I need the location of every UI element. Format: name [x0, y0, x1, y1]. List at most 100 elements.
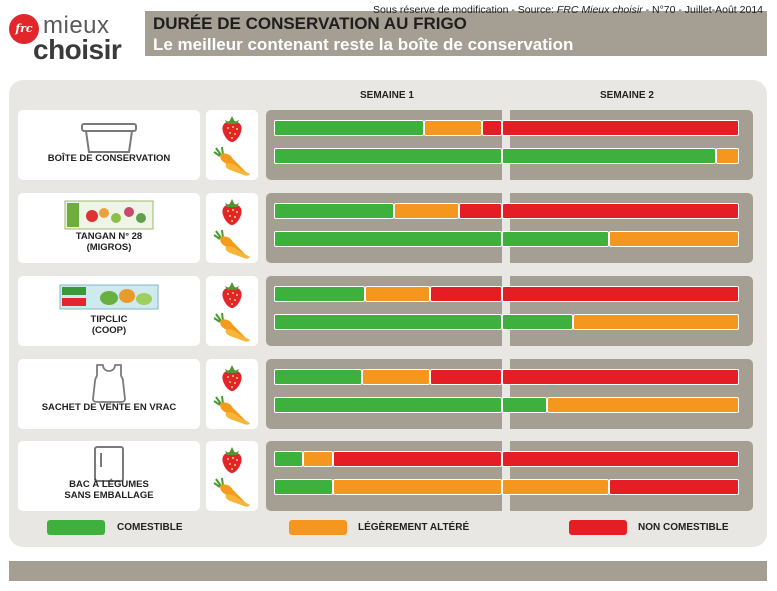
bar-segment-comestible	[274, 397, 502, 413]
bar-segment-altere	[394, 203, 460, 219]
container-icon-wrap	[79, 120, 139, 161]
bar-segment-comestible	[274, 286, 365, 302]
bar-segment-comestible	[274, 231, 502, 247]
week-2-label: SEMAINE 2	[600, 90, 654, 101]
bar-segment-altere	[365, 286, 430, 302]
container-card: TANGAN N° 28 (MIGROS)	[18, 193, 200, 263]
fruit-icon-wrap	[219, 196, 245, 231]
container-icon-wrap	[64, 200, 154, 235]
source-suffix: - N°70 - Juillet-Août 2014	[642, 4, 763, 16]
strawberry-icon	[222, 282, 242, 308]
tangan-bag-icon	[64, 200, 154, 230]
container-name-line: (MIGROS)	[86, 242, 132, 253]
container-name: SACHET DE VENTE EN VRAC	[18, 402, 200, 413]
container-name-line: BAC À LÉGUMES	[69, 479, 149, 490]
bar-segment-comestible	[501, 397, 548, 413]
bar-segment-altere	[547, 397, 739, 413]
week-separator	[502, 441, 510, 511]
container-icon-wrap	[93, 445, 125, 488]
footer-band	[9, 561, 767, 581]
carrot-icon	[213, 146, 250, 176]
carrot-icon	[213, 229, 250, 259]
week-separator	[502, 193, 510, 263]
bar-segment-altere	[361, 369, 430, 385]
bar-segment-non_comestible	[501, 203, 739, 219]
bar-segment-altere	[609, 231, 739, 247]
food-card	[206, 441, 258, 511]
bar-segment-non_comestible	[501, 120, 739, 136]
container-icon-wrap	[89, 363, 129, 408]
container-name: BOÎTE DE CONSERVATION	[18, 153, 200, 164]
food-card	[206, 110, 258, 180]
fridge-icon	[94, 446, 124, 482]
bar-segment-altere	[423, 120, 482, 136]
container-name-line: BOÎTE DE CONSERVATION	[47, 153, 171, 164]
logo-badge: frc	[9, 14, 39, 44]
container-name-line: (COOP)	[91, 325, 127, 336]
bar-segment-non_comestible	[501, 451, 739, 467]
week-separator	[502, 359, 510, 429]
strawberry-icon	[222, 199, 242, 225]
bar-segment-comestible	[274, 451, 304, 467]
vegetable-icon-wrap	[212, 477, 252, 512]
bar-segment-non_comestible	[459, 203, 502, 219]
fruit-icon-wrap	[219, 444, 245, 479]
carrot-icon	[213, 477, 250, 507]
title-band	[145, 11, 767, 56]
bar-segment-altere	[573, 314, 739, 330]
logo-line-2: choisir	[33, 34, 122, 65]
bar-segment-non_comestible	[430, 369, 502, 385]
legend-label-comestible: COMESTIBLE	[117, 522, 183, 533]
bar-segment-altere	[332, 479, 502, 495]
plastic-bag-icon	[92, 364, 126, 403]
bar-segment-comestible	[501, 314, 574, 330]
food-card	[206, 359, 258, 429]
bar-segment-non_comestible	[609, 479, 739, 495]
fruit-icon-wrap	[219, 279, 245, 314]
vegetable-icon-wrap	[212, 229, 252, 264]
source-prefix: Sous réserve de modification - Source:	[373, 4, 557, 16]
bar-segment-altere	[716, 148, 739, 164]
logo-line-1: mieux	[43, 12, 110, 39]
fruit-icon-wrap	[219, 362, 245, 397]
bar-segment-comestible	[274, 120, 424, 136]
food-card	[206, 193, 258, 263]
bar-segment-comestible	[274, 314, 502, 330]
container-card: SACHET DE VENTE EN VRAC	[18, 359, 200, 429]
carrot-icon	[213, 312, 250, 342]
bar-segment-comestible	[274, 148, 502, 164]
strawberry-icon	[222, 365, 242, 391]
source-publication: FRC Mieux choisir	[556, 4, 643, 16]
week-1-label: SEMAINE 1	[360, 90, 414, 101]
legend-swatch-altere	[289, 520, 347, 535]
vegetable-icon-wrap	[212, 146, 252, 181]
bar-segment-non_comestible	[501, 369, 739, 385]
container-card: BAC À LÉGUMES SANS EMBALLAGE	[18, 441, 200, 511]
container-name-line: SANS EMBALLAGE	[64, 490, 154, 501]
container-card: TIPCLIC (COOP)	[18, 276, 200, 346]
container-card: BOÎTE DE CONSERVATION	[18, 110, 200, 180]
bar-segment-non_comestible	[332, 451, 502, 467]
bar-segment-non_comestible	[430, 286, 502, 302]
bar-segment-comestible	[274, 203, 395, 219]
container-box-icon	[81, 123, 137, 153]
bar-segment-comestible	[501, 231, 609, 247]
container-name-line: TIPCLIC	[90, 314, 128, 325]
page-title: DURÉE DE CONSERVATION AU FRIGO	[153, 14, 467, 33]
week-separator	[502, 110, 510, 180]
vegetable-icon-wrap	[212, 312, 252, 347]
bar-segment-non_comestible	[501, 286, 739, 302]
container-name-line: SACHET DE VENTE EN VRAC	[41, 402, 177, 413]
bar-segment-altere	[501, 479, 609, 495]
source-note: Sous réserve de modification - Source: F…	[373, 4, 763, 16]
bar-segment-comestible	[274, 369, 362, 385]
container-name: TIPCLIC (COOP)	[18, 314, 200, 336]
strawberry-icon	[222, 447, 242, 473]
bar-segment-altere	[303, 451, 333, 467]
container-name: TANGAN N° 28 (MIGROS)	[18, 231, 200, 253]
bar-segment-non_comestible	[482, 120, 502, 136]
page-subtitle: Le meilleur contenant reste la boîte de …	[153, 35, 574, 54]
frc-logo: frc mieux choisir	[9, 8, 139, 65]
strawberry-icon	[222, 116, 242, 142]
vegetable-icon-wrap	[212, 395, 252, 430]
